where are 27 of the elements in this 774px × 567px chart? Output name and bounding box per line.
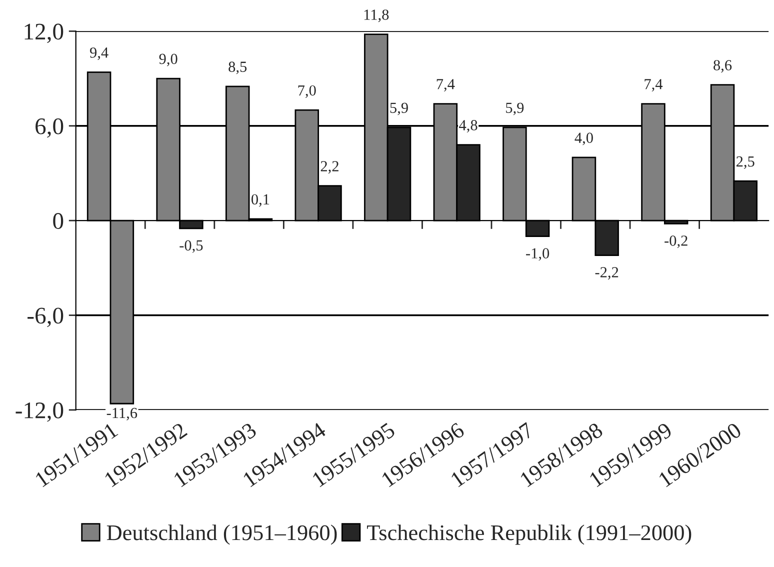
- y-tick-label: -12,0: [16, 402, 64, 422]
- y-tick-label: 12,0: [24, 24, 64, 44]
- y-tick-label: 0: [53, 213, 64, 229]
- data-label: 9,0: [159, 54, 178, 66]
- data-label: 2,2: [320, 161, 338, 174]
- data-label: 8,6: [714, 60, 732, 73]
- data-label: 0,1: [252, 194, 270, 207]
- data-label: 9,4: [90, 47, 108, 60]
- data-label: 7,4: [436, 79, 455, 92]
- data-label: 8,5: [228, 62, 247, 74]
- data-label: -0,5: [180, 240, 203, 253]
- data-label: 11,8: [364, 10, 389, 22]
- data-label: 4,0: [574, 132, 593, 146]
- data-label: -0,2: [664, 236, 688, 248]
- data-label: 7,4: [644, 79, 663, 92]
- data-label: 5,9: [390, 102, 408, 116]
- y-tick-label: -6,0: [28, 308, 64, 328]
- y-tick-label: 6,0: [36, 118, 64, 138]
- data-label: -11,6: [106, 408, 138, 420]
- data-label: -2,2: [595, 267, 618, 280]
- data-label: 4,8: [459, 120, 478, 133]
- data-label: 5,9: [506, 102, 524, 116]
- legend-label: Deutschland (1951–1960): [106, 524, 337, 545]
- legend-label: Tschechische Republik (1991–2000): [367, 524, 692, 545]
- data-label: -1,0: [526, 248, 550, 261]
- data-label: 7,0: [298, 85, 316, 98]
- data-label: 2,5: [736, 156, 754, 169]
